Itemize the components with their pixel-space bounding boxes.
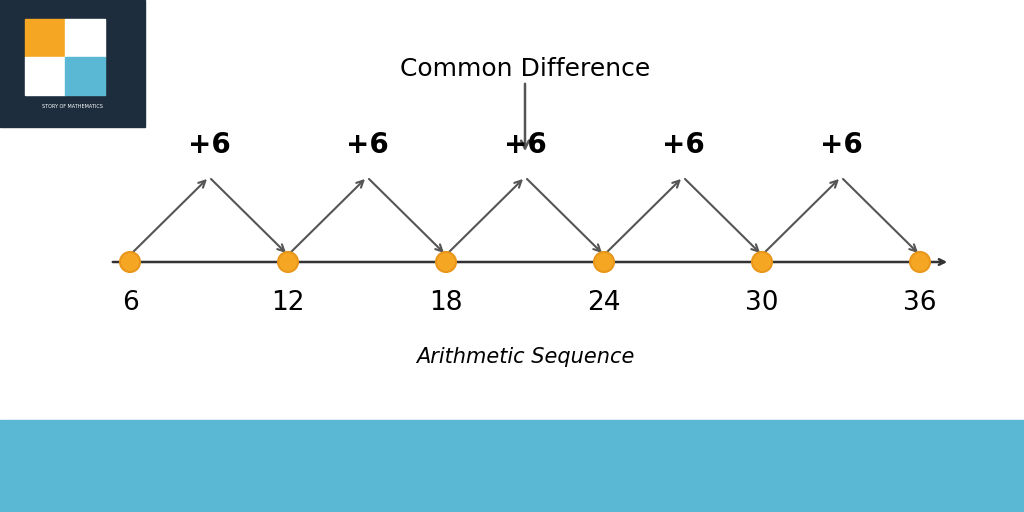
Bar (25, 57, 65, 95)
Text: Common Difference: Common Difference (400, 57, 650, 81)
Bar (0, 0, 145, 127)
Circle shape (278, 252, 298, 272)
Circle shape (910, 252, 930, 272)
Text: 12: 12 (271, 290, 305, 316)
Circle shape (752, 252, 772, 272)
Bar (65, 57, 105, 95)
Text: SOM: SOM (47, 80, 97, 99)
Text: +6: +6 (504, 131, 547, 159)
Text: STORY OF MATHEMATICS: STORY OF MATHEMATICS (42, 104, 103, 110)
Text: 6: 6 (122, 290, 138, 316)
Text: +6: +6 (346, 131, 388, 159)
Text: 24: 24 (587, 290, 621, 316)
Text: Arithmetic Sequence: Arithmetic Sequence (416, 347, 634, 367)
Bar (25, 19, 65, 57)
Text: 36: 36 (903, 290, 937, 316)
Circle shape (436, 252, 456, 272)
Bar (65, 19, 105, 57)
Circle shape (594, 252, 614, 272)
Text: 30: 30 (745, 290, 778, 316)
Text: +6: +6 (662, 131, 705, 159)
Text: +6: +6 (187, 131, 230, 159)
Text: +6: +6 (819, 131, 862, 159)
Circle shape (120, 252, 140, 272)
Text: 18: 18 (429, 290, 463, 316)
